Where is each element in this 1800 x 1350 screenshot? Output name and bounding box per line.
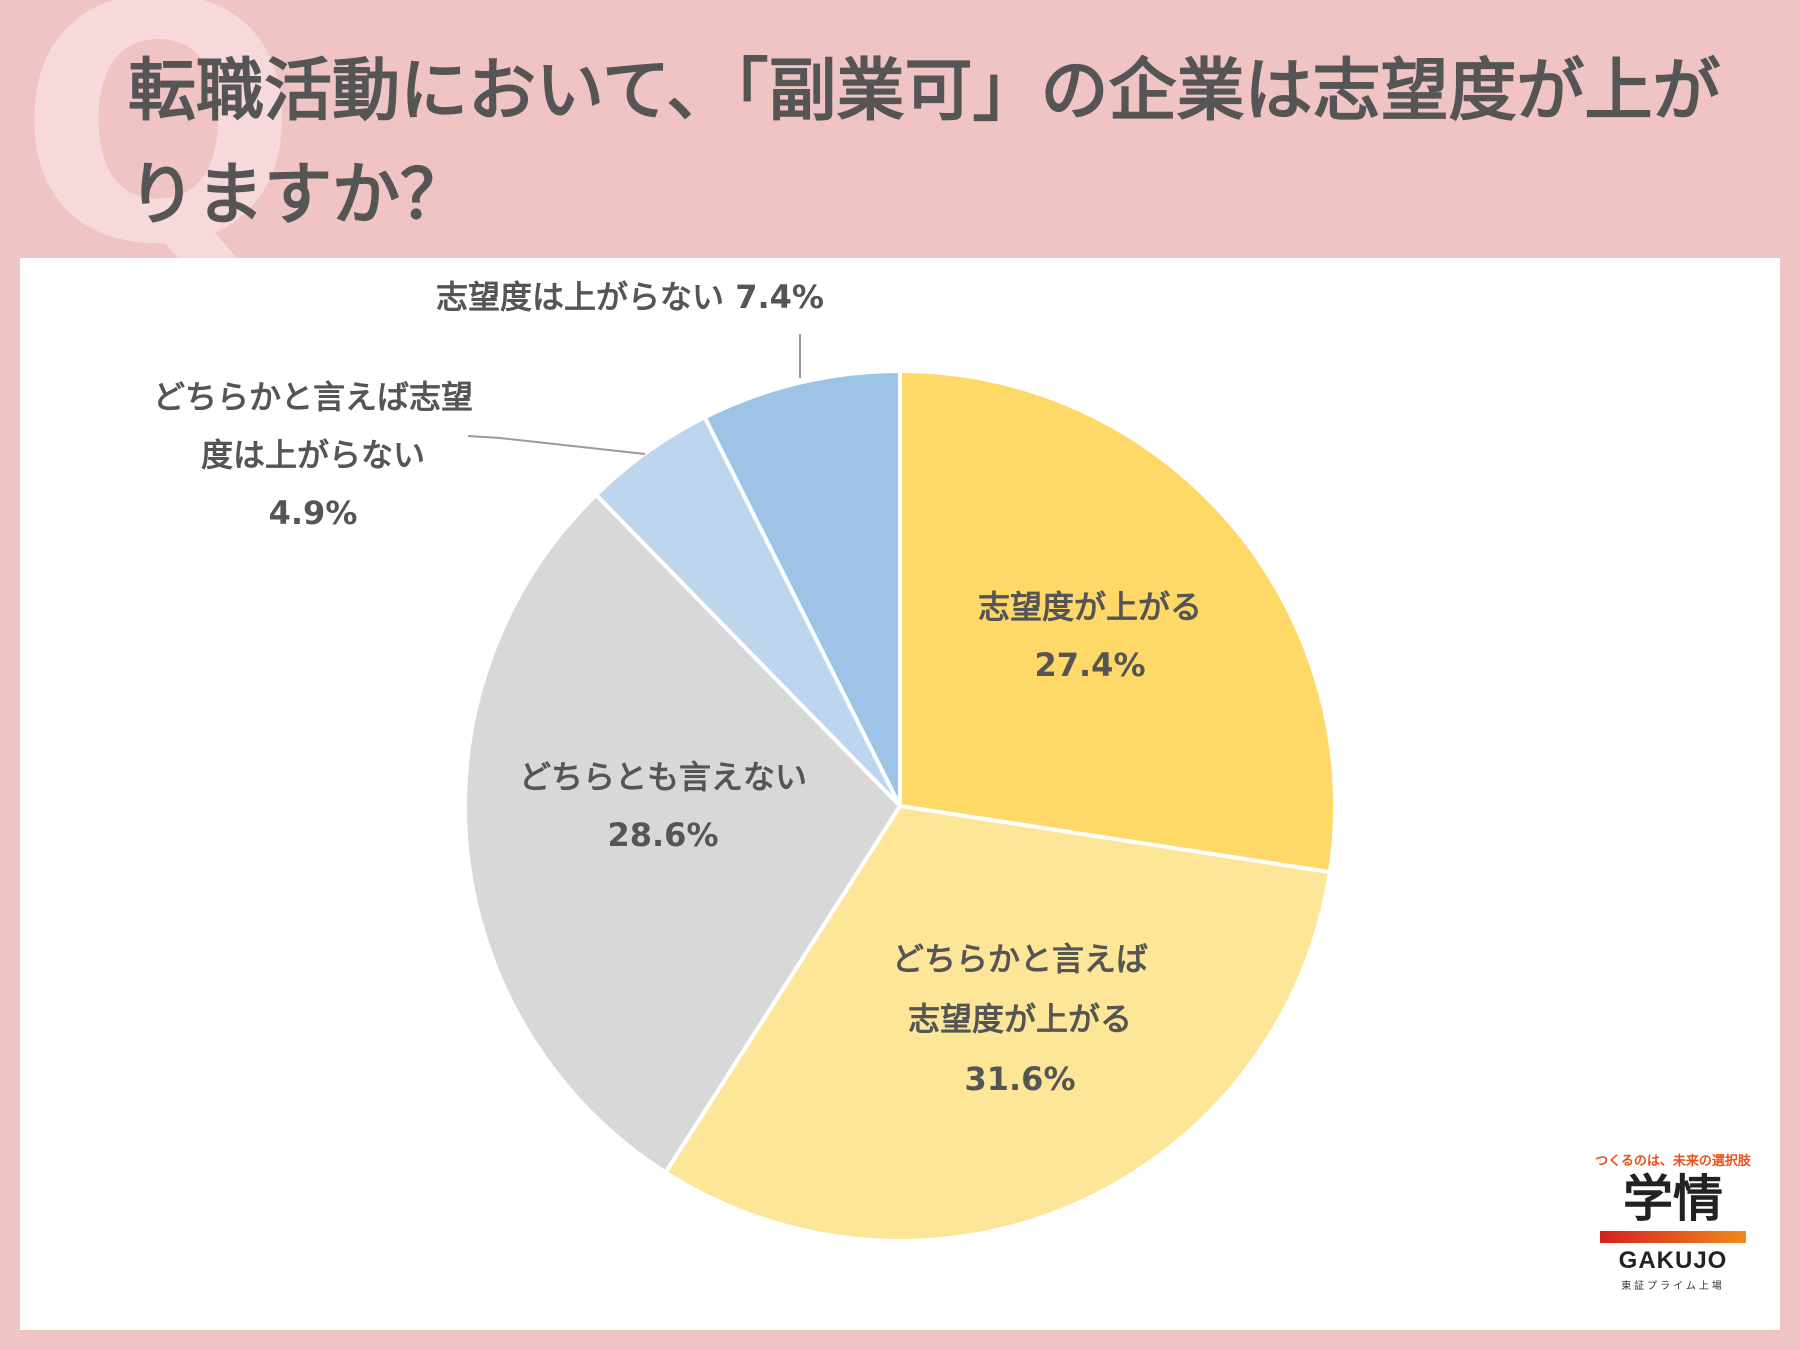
slice-label-5-line-1: 志望度は上がらない 7.4% <box>436 278 824 316</box>
logo-tagline: つくるのは、未来の選択肢 <box>1595 1154 1751 1169</box>
slice-label-2: どちらかと言えば志望度が上がる 31.6% <box>892 940 1148 1098</box>
slice-label-5: 志望度は上がらない 7.4% <box>436 278 824 316</box>
slice-label-2-line-2: 志望度が上がる <box>908 1000 1132 1038</box>
slice-label-4-line-1: どちらかと言えば志望 <box>153 378 473 416</box>
slice-label-1-line-2: 27.4% <box>1034 646 1145 684</box>
q-watermark: Q <box>18 0 299 317</box>
pie-slices <box>463 369 1337 1243</box>
chart-panel: 志望度が上がる 27.4% どちらかと言えば志望度が上がる 31.6% どちらとも言えな… <box>20 258 1780 1330</box>
leader-line-4 <box>467 435 646 455</box>
slice-label-4-line-2: 度は上がらない <box>201 436 425 474</box>
slice-label-1: 志望度が上がる 27.4% <box>978 588 1202 684</box>
logo-bar <box>1600 1231 1746 1243</box>
slice-label-3-line-1: どちらとも言えない <box>519 758 807 796</box>
slice-label-3: どちらとも言えない 28.6% <box>519 758 807 854</box>
pie-chart: 志望度が上がる 27.4%どちらかと言えば志望度が上がる 31.6%どちらとも言えな… <box>153 278 1337 1243</box>
slice-label-2-line-1: どちらかと言えば <box>892 940 1148 978</box>
leader-lines <box>467 334 801 455</box>
slice-label-4-line-3: 4.9% <box>269 494 358 532</box>
logo-english: GAKUJO <box>1618 1247 1728 1274</box>
slice-label-1-line-1: 志望度が上がる <box>978 588 1202 626</box>
slice-label-3-line-2: 28.6% <box>607 816 718 854</box>
pie-slice-1 <box>898 369 1337 875</box>
page-title: 転職活動において、「副業可」の企業は志望度が上がりますか？ <box>128 52 1721 235</box>
slice-label-4: どちらかと言えば志望度は上がらない 4.9% <box>153 378 473 532</box>
pie-slice-3 <box>463 492 902 1175</box>
logo-kanji: 学情 <box>1623 1170 1723 1228</box>
pie-slice-5 <box>702 369 902 808</box>
slice-labels: 志望度が上がる 27.4%どちらかと言えば志望度が上がる 31.6%どちらとも言えな… <box>153 278 1202 1098</box>
logo-subtitle: 東証プライム上場 <box>1621 1281 1725 1292</box>
slice-label-2-line-3: 31.6% <box>964 1060 1075 1098</box>
gakujo-logo: つくるのは、未来の選択肢 学情 GAKUJO 東証プライム上場 <box>1580 1148 1766 1320</box>
